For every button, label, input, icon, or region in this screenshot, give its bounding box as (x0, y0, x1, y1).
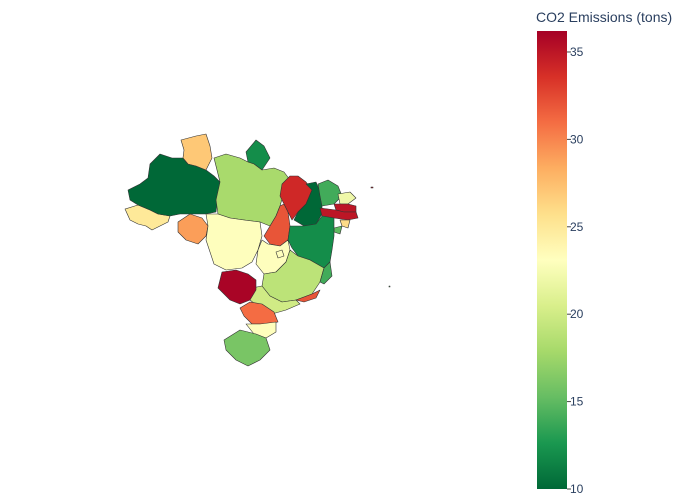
island-fernando-de-noronha (370, 186, 374, 189)
colorbar-tick-label: 15 (570, 395, 584, 409)
region-MS[interactable] (217, 269, 257, 305)
colorbar-gradient (537, 31, 567, 489)
colorbar-tick-label: 25 (570, 220, 584, 234)
colorbar-ticks: 10 15 20 25 30 35 (567, 45, 584, 496)
region-SE[interactable] (333, 225, 343, 235)
region-RR[interactable] (180, 133, 213, 171)
region-RO[interactable] (177, 213, 209, 245)
region-RJ[interactable] (295, 289, 321, 303)
colorbar-tick-label: 20 (570, 307, 584, 321)
region-RS[interactable] (223, 329, 271, 367)
colorbar-tick-label: 35 (570, 45, 584, 59)
brazil-states (124, 133, 391, 367)
colorbar-title: CO2 Emissions (tons) (536, 9, 672, 25)
region-MT[interactable] (205, 213, 263, 271)
region-PR[interactable] (239, 301, 279, 325)
island-trindade (388, 285, 391, 288)
colorbar-tick-label: 30 (570, 132, 584, 146)
colorbar-tick-label: 10 (570, 482, 584, 496)
region-ES[interactable] (319, 261, 333, 285)
region-DF[interactable] (275, 249, 285, 259)
region-RN[interactable] (337, 191, 357, 205)
colorbar: CO2 Emissions (tons) 10 15 20 25 30 35 (536, 9, 672, 496)
region-BA[interactable] (287, 215, 335, 269)
region-AL[interactable] (339, 219, 351, 229)
region-CE[interactable] (317, 179, 343, 207)
